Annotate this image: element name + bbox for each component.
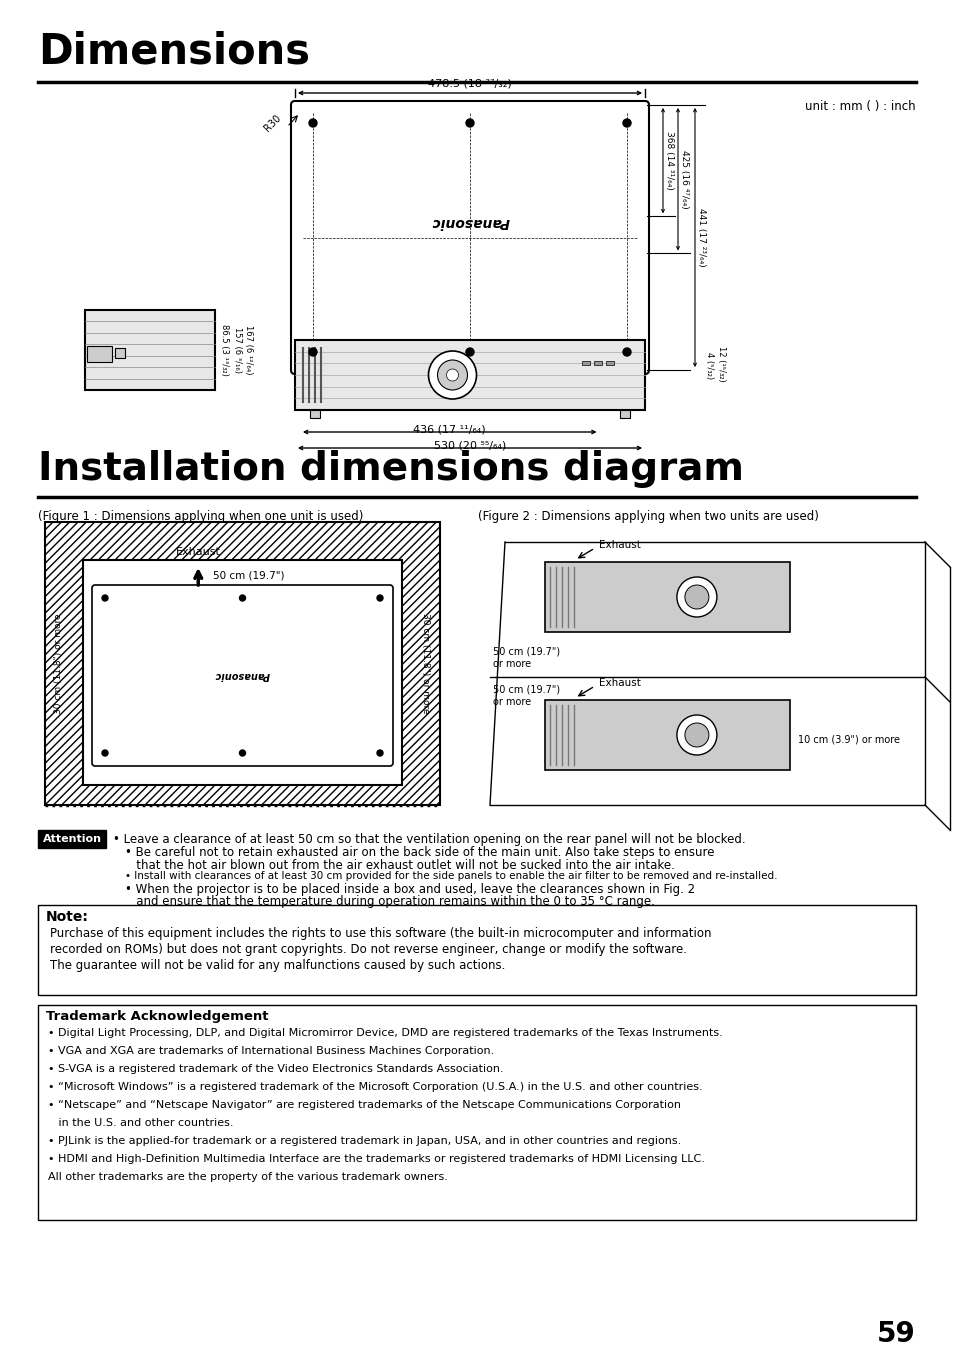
Bar (45, 522, 439, 805)
Text: Exhaust: Exhaust (598, 679, 640, 688)
Text: • Digital Light Processing, DLP, and Digital Micromirror Device, DMD are registe: • Digital Light Processing, DLP, and Dig… (48, 1028, 722, 1037)
Circle shape (309, 348, 316, 356)
Text: 167 (6 ¹²/₆₄): 167 (6 ¹²/₆₄) (244, 325, 253, 375)
Text: Installation dimensions diagram: Installation dimensions diagram (38, 451, 743, 488)
Text: • Leave a clearance of at least 50 cm so that the ventilation opening on the rea: • Leave a clearance of at least 50 cm so… (112, 832, 745, 846)
Bar (38, 830, 106, 849)
Circle shape (376, 595, 382, 602)
Circle shape (465, 348, 474, 356)
Bar (605, 360, 614, 364)
Text: 50 cm (19.7"): 50 cm (19.7") (493, 685, 559, 695)
Text: 10 cm (3.9") or more: 10 cm (3.9") or more (797, 735, 899, 745)
Bar (87, 345, 112, 362)
Bar (115, 348, 125, 357)
FancyBboxPatch shape (91, 585, 393, 766)
Text: Panasonic: Panasonic (431, 214, 509, 228)
Text: Purchase of this equipment includes the rights to use this software (the built-i: Purchase of this equipment includes the … (50, 927, 711, 940)
Text: Exhaust: Exhaust (598, 540, 640, 550)
Circle shape (684, 585, 708, 608)
Text: 50 cm (19.7"): 50 cm (19.7") (213, 571, 284, 580)
Text: • S-VGA is a registered trademark of the Video Electronics Standards Association: • S-VGA is a registered trademark of the… (48, 1064, 503, 1074)
Text: and ensure that the temperature during operation remains within the 0 to 35 °C r: and ensure that the temperature during o… (125, 894, 654, 908)
Circle shape (239, 595, 245, 602)
Text: (Figure 1 : Dimensions applying when one unit is used): (Figure 1 : Dimensions applying when one… (38, 510, 363, 523)
Text: Exhaust: Exhaust (175, 546, 220, 557)
Text: 50 cm (19.7"): 50 cm (19.7") (493, 648, 559, 657)
Text: 30 cm (11.8") or more: 30 cm (11.8") or more (54, 614, 64, 714)
Text: • When the projector is to be placed inside a box and used, leave the clearances: • When the projector is to be placed ins… (125, 884, 695, 896)
Circle shape (677, 715, 716, 755)
Text: • Install with clearances of at least 30 cm provided for the side panels to enab: • Install with clearances of at least 30… (125, 871, 777, 881)
Circle shape (102, 750, 108, 755)
Circle shape (465, 119, 474, 127)
Bar (594, 360, 601, 364)
Text: R30: R30 (262, 113, 283, 134)
Text: 30 cm (11.8") or more: 30 cm (11.8") or more (421, 614, 430, 714)
Text: Note:: Note: (46, 911, 89, 924)
Bar (85, 310, 214, 390)
Circle shape (102, 595, 108, 602)
Text: or more: or more (493, 660, 531, 669)
Text: Dimensions: Dimensions (38, 30, 310, 71)
Circle shape (239, 750, 245, 755)
Text: Panasonic: Panasonic (214, 670, 270, 680)
Text: 59: 59 (877, 1321, 915, 1348)
Text: 50 cm (19.7"): 50 cm (19.7") (952, 577, 953, 587)
Text: 157 (6 ³/₁₆): 157 (6 ³/₁₆) (233, 326, 242, 374)
Text: • VGA and XGA are trademarks of International Business Machines Corporation.: • VGA and XGA are trademarks of Internat… (48, 1045, 494, 1056)
Text: • PJLink is the applied-for trademark or a registered trademark in Japan, USA, a: • PJLink is the applied-for trademark or… (48, 1136, 680, 1147)
FancyBboxPatch shape (291, 101, 648, 374)
Text: Attention: Attention (43, 834, 101, 844)
Text: The guarantee will not be valid for any malfunctions caused by such actions.: The guarantee will not be valid for any … (50, 959, 505, 973)
Bar (83, 560, 401, 785)
Text: All other trademarks are the property of the various trademark owners.: All other trademarks are the property of… (48, 1172, 447, 1182)
Bar (294, 340, 644, 410)
Circle shape (677, 577, 716, 616)
Circle shape (684, 723, 708, 747)
Text: 4 (⁵/₃₂): 4 (⁵/₃₂) (704, 352, 713, 379)
Text: • Be careful not to retain exhausted air on the back side of the main unit. Also: • Be careful not to retain exhausted air… (125, 846, 714, 859)
Text: that the hot air blown out from the air exhaust outlet will not be sucked into t: that the hot air blown out from the air … (125, 859, 674, 871)
Text: • HDMI and High-Definition Multimedia Interface are the trademarks or registered: • HDMI and High-Definition Multimedia In… (48, 1153, 704, 1164)
Bar (310, 410, 319, 418)
Text: unit : mm ( ) : inch: unit : mm ( ) : inch (804, 100, 915, 113)
Bar (544, 563, 789, 631)
Bar (38, 905, 915, 996)
Text: 12 (¹⁵/₃₂): 12 (¹⁵/₃₂) (717, 347, 725, 382)
Bar (619, 410, 629, 418)
Circle shape (622, 348, 630, 356)
Text: • “Netscape” and “Netscape Navigator” are registered trademarks of the Netscape : • “Netscape” and “Netscape Navigator” ar… (48, 1099, 680, 1110)
Circle shape (376, 750, 382, 755)
Circle shape (309, 119, 316, 127)
Bar (38, 1005, 915, 1219)
Text: (Figure 2 : Dimensions applying when two units are used): (Figure 2 : Dimensions applying when two… (477, 510, 818, 523)
Text: or more: or more (493, 697, 531, 707)
Text: 530 (20 ⁵⁵/₆₄): 530 (20 ⁵⁵/₆₄) (434, 441, 506, 451)
Text: recorded on ROMs) but does not grant copyrights. Do not reverse engineer, change: recorded on ROMs) but does not grant cop… (50, 943, 686, 956)
Text: in the U.S. and other countries.: in the U.S. and other countries. (48, 1118, 233, 1128)
Text: Trademark Acknowledgement: Trademark Acknowledgement (46, 1010, 268, 1023)
Circle shape (428, 351, 476, 399)
Text: 441 (17 ²³/₆₄): 441 (17 ²³/₆₄) (697, 208, 705, 267)
Text: 436 (17 ¹¹/₆₄): 436 (17 ¹¹/₆₄) (413, 425, 485, 434)
Circle shape (446, 370, 458, 380)
Text: • “Microsoft Windows” is a registered trademark of the Microsoft Corporation (U.: • “Microsoft Windows” is a registered tr… (48, 1082, 702, 1091)
Bar (581, 360, 589, 364)
Text: 425 (16 ⁴⁷/₆₄): 425 (16 ⁴⁷/₆₄) (679, 150, 688, 209)
Bar (544, 700, 789, 770)
Text: 86.5 (3 ¹³/₃₂): 86.5 (3 ¹³/₃₂) (220, 324, 229, 376)
Circle shape (622, 119, 630, 127)
Text: or more: or more (952, 590, 953, 599)
Text: 478.5 (18 ²⁷/₃₂): 478.5 (18 ²⁷/₃₂) (428, 78, 512, 88)
Circle shape (437, 360, 467, 390)
Text: 368 (14 ³¹/₆₄): 368 (14 ³¹/₆₄) (664, 131, 673, 190)
